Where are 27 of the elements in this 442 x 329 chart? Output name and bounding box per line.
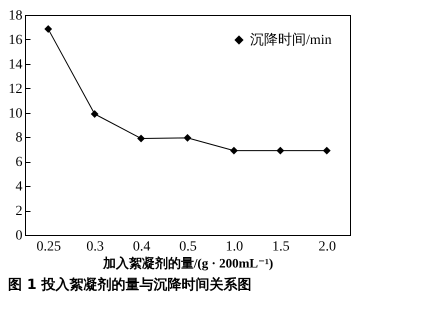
y-tick-label: 16 <box>8 32 22 48</box>
x-tick-label: 0.5 <box>179 240 197 254</box>
text: 图 1 投入絮凝剂的量与沉降时间关系图 <box>8 276 252 293</box>
y-tick-label: 4 <box>16 180 22 195</box>
point <box>322 146 331 155</box>
y-tick-label: 10 <box>8 106 22 122</box>
x-tick-label: 1.5 <box>272 240 290 254</box>
y-tick-label: 6 <box>16 155 22 170</box>
x-tick-label: 1.0 <box>226 240 244 254</box>
y-tick-label: 12 <box>8 82 22 97</box>
y-tick-label: 8 <box>16 130 22 146</box>
y-tick-label: 2 <box>16 204 22 220</box>
point <box>137 134 145 142</box>
point <box>90 110 99 118</box>
y-tick-label: 0 <box>16 228 22 244</box>
x-tick-label: 0.3 <box>86 240 104 254</box>
x-tick-label: 0.25 <box>36 240 61 254</box>
point <box>44 25 52 33</box>
point <box>276 146 284 155</box>
x-tick-label: 0.4 <box>132 240 150 254</box>
x-tick-label: 2.0 <box>318 240 336 254</box>
point <box>230 146 238 155</box>
legend-label: 沉降时间/min <box>250 32 332 48</box>
point <box>184 134 192 142</box>
y-tick-label: 14 <box>8 57 22 72</box>
x-axis-title: 加入絮凝剂的量/(g · 200mL⁻¹) <box>102 256 274 270</box>
y-tick-label: 18 <box>8 8 22 24</box>
